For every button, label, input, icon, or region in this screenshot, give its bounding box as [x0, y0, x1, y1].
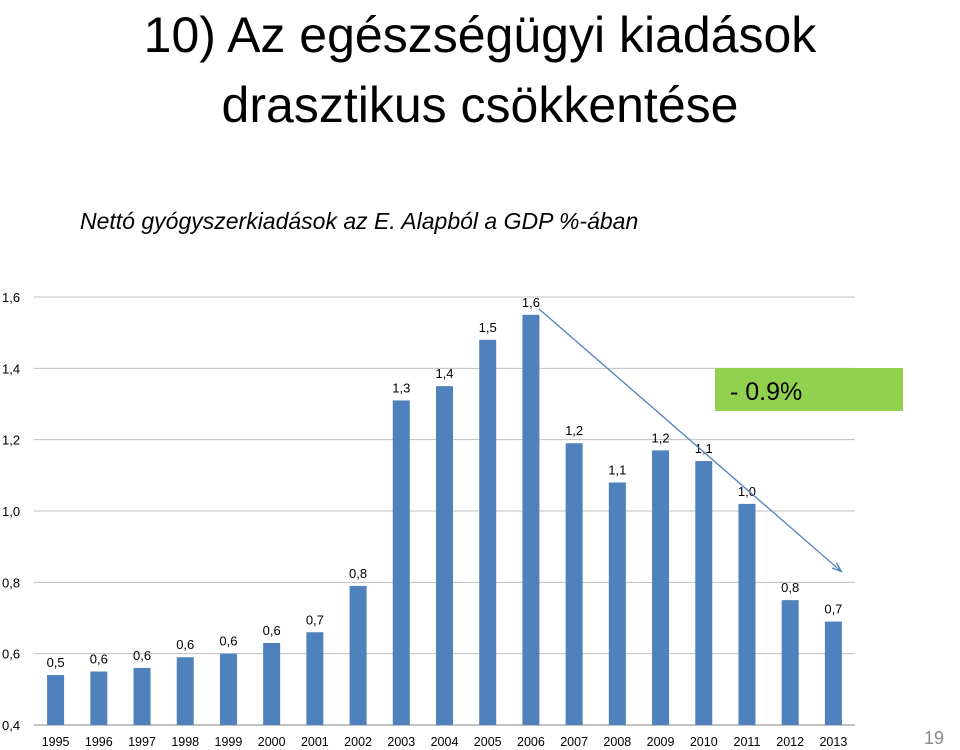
data-label: 0,6: [90, 652, 108, 667]
trend-arrow-head: [831, 562, 843, 573]
bar: [522, 314, 540, 725]
data-label: 0,5: [47, 655, 65, 670]
data-label: 1,6: [522, 295, 540, 310]
bar: [263, 642, 281, 725]
data-label: 1,5: [479, 320, 497, 335]
slide-title: 10) Az egészségügyi kiadások drasztikus …: [0, 0, 960, 140]
x-tick-label: 2008: [603, 735, 631, 749]
bar: [306, 632, 324, 725]
data-label: 0,8: [781, 580, 799, 595]
annotation-text: - 0.9%: [730, 378, 802, 406]
bar: [608, 482, 626, 725]
data-label: 0,7: [306, 612, 324, 627]
bar: [90, 671, 108, 725]
bar: [738, 503, 756, 725]
data-label: 1,4: [435, 366, 453, 381]
x-tick-label: 2010: [690, 735, 718, 749]
trend-arrow: [538, 308, 842, 573]
data-label: 1,3: [392, 380, 410, 395]
x-tick-label: 2004: [431, 735, 459, 749]
page-number: 19: [923, 728, 944, 748]
bar: [695, 461, 713, 725]
bar: [392, 400, 410, 725]
x-tick-label: 1996: [85, 735, 113, 749]
x-tick-label: 1999: [215, 735, 243, 749]
data-label: 0,7: [824, 602, 842, 617]
x-tick-label: 2013: [819, 735, 847, 749]
data-label: 1,2: [652, 430, 670, 445]
y-tick-label: 0,6: [2, 647, 20, 662]
x-tick-label: 2000: [258, 735, 286, 749]
bar: [133, 667, 151, 725]
y-tick-label: 1,4: [2, 361, 20, 376]
bar: [436, 386, 453, 725]
x-tick-label: 1997: [128, 735, 156, 749]
x-tick-label: 2001: [301, 735, 329, 749]
bar: [47, 675, 65, 725]
bar: [479, 339, 497, 725]
x-tick-label: 2005: [474, 735, 502, 749]
bar: [824, 621, 842, 725]
bar: [176, 657, 194, 725]
slide-title-line2: drasztikus csökkentése: [221, 77, 739, 133]
bar: [565, 443, 583, 725]
data-label: 0,6: [176, 637, 194, 652]
chart-title: Nettó gyógyszerkiadások az E. Alapból a …: [80, 208, 639, 234]
data-label: 0,8: [349, 566, 367, 581]
bar: [349, 585, 367, 725]
data-label: 1,1: [608, 462, 626, 477]
y-tick-label: 0,8: [2, 575, 20, 590]
data-label: 1,1: [695, 441, 713, 456]
bar: [652, 450, 670, 725]
y-tick-label: 0,4: [2, 718, 20, 733]
data-label: 0,6: [219, 634, 237, 649]
bar: [781, 600, 799, 725]
y-tick-label: 1,2: [2, 433, 20, 448]
x-tick-label: 2003: [387, 735, 415, 749]
x-tick-label: 2007: [560, 735, 588, 749]
x-tick-label: 2011: [734, 735, 761, 749]
x-tick-label: 2002: [344, 735, 372, 749]
annotation-box: [715, 368, 903, 411]
x-tick-label: 1995: [42, 735, 70, 749]
data-label: 0,6: [263, 623, 281, 638]
data-label: 0,6: [133, 648, 151, 663]
x-tick-label: 1998: [171, 735, 199, 749]
slide-title-line1: 10) Az egészségügyi kiadások: [143, 7, 817, 63]
y-tick-label: 1,6: [2, 290, 20, 305]
x-tick-label: 2009: [647, 735, 675, 749]
x-tick-label: 2006: [517, 735, 545, 749]
x-tick-label: 2012: [776, 735, 804, 749]
data-label: 1,0: [738, 484, 756, 499]
bar: [219, 653, 237, 725]
y-tick-label: 1,0: [2, 504, 20, 519]
data-label: 1,2: [565, 423, 583, 438]
